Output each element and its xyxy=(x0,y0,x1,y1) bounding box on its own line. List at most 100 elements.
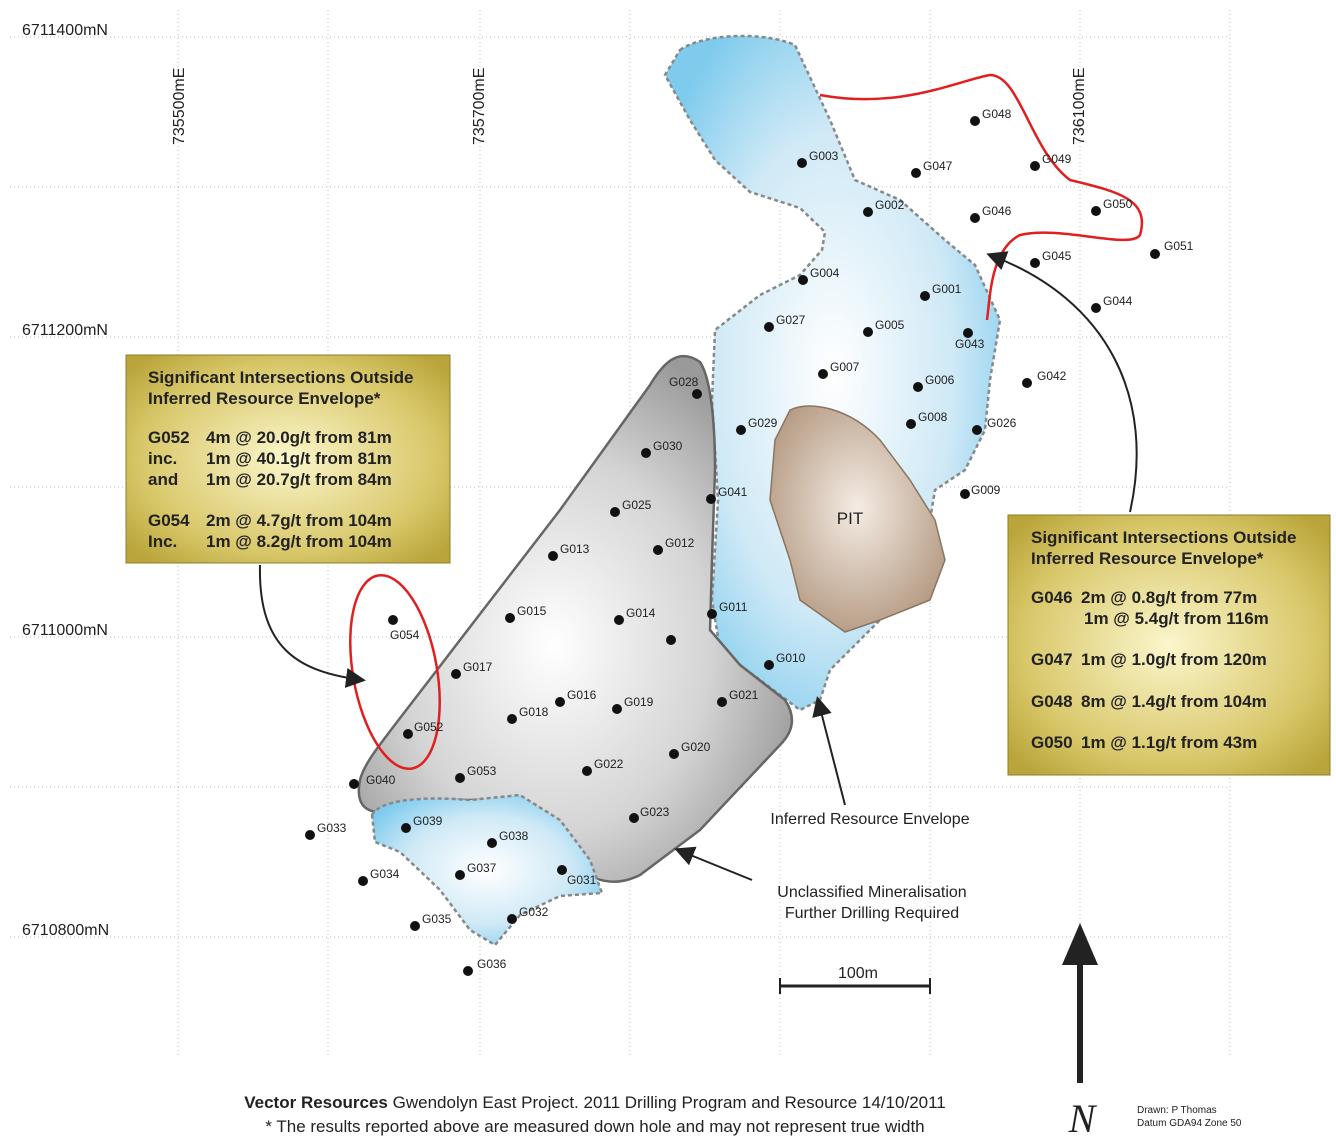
drill-hole xyxy=(629,813,639,823)
drill-hole xyxy=(717,697,727,707)
easting-label: 735500mE xyxy=(171,68,188,145)
hole-label: G026 xyxy=(987,416,1017,430)
drill-hole xyxy=(707,609,717,619)
arrow xyxy=(258,564,366,688)
drill-hole xyxy=(507,714,517,724)
caption: Gwendolyn East Project. 2011 Drilling Pr… xyxy=(393,1093,946,1112)
drill-hole xyxy=(349,779,359,789)
box-result: 1m @ 5.4g/t from 116m xyxy=(1084,609,1269,628)
drill-hole xyxy=(463,966,473,976)
drill-hole xyxy=(911,168,921,178)
scale-label: 100m xyxy=(838,965,878,982)
drill-hole xyxy=(451,669,461,679)
drill-hole xyxy=(548,551,558,561)
drill-hole xyxy=(920,291,930,301)
drill-hole xyxy=(970,213,980,223)
box-hole: G054 xyxy=(148,511,190,530)
grid: 735500mE735700mE735900mE736100mE6711400m… xyxy=(10,10,1231,1055)
box-hole: and xyxy=(148,470,178,489)
box-hole: G052 xyxy=(148,428,190,447)
outline-north xyxy=(819,73,1144,321)
drill-hole xyxy=(455,773,465,783)
hole-label: G002 xyxy=(875,198,905,212)
drill-hole xyxy=(555,697,565,707)
drill-hole xyxy=(706,494,716,504)
box-hole: Inc. xyxy=(148,532,177,551)
hole-label: G043 xyxy=(955,337,985,351)
arrow xyxy=(812,696,846,806)
drill-hole xyxy=(401,823,411,833)
pit xyxy=(769,405,946,633)
drill-hole xyxy=(906,419,916,429)
drill-hole xyxy=(798,275,808,285)
hole-label: G012 xyxy=(665,536,695,550)
drill-hole xyxy=(970,116,980,126)
drill-hole xyxy=(410,921,420,931)
box-hole: G048 xyxy=(1031,692,1073,711)
unclassified-label: Further Drilling Required xyxy=(785,905,959,922)
drill-hole xyxy=(913,382,923,392)
box-title: Inferred Resource Envelope* xyxy=(148,389,381,408)
footer-note: * The results reported above are measure… xyxy=(265,1117,924,1136)
box-result: 1m @ 1.0g/t from 120m xyxy=(1081,650,1267,669)
drill-hole xyxy=(863,327,873,337)
drill-hole xyxy=(797,158,807,168)
box-hole: G047 xyxy=(1031,650,1073,669)
box-title: Significant Intersections Outside xyxy=(148,368,413,387)
box-hole: G050 xyxy=(1031,733,1073,752)
box-result: 8m @ 1.4g/t from 104m xyxy=(1081,692,1267,711)
box-result: 2m @ 4.7g/t from 104m xyxy=(206,511,392,530)
northing-label: 6711400mN xyxy=(22,22,108,39)
hole-label: G039 xyxy=(413,814,443,828)
hole-label: G007 xyxy=(830,360,860,374)
pit-label: PIT xyxy=(837,509,863,528)
footer-caption: Vector Resources Gwendolyn East Project.… xyxy=(244,1093,946,1112)
drill-hole xyxy=(764,660,774,670)
hole-label: G032 xyxy=(519,905,549,919)
drill-hole xyxy=(557,865,567,875)
box-result: 1m @ 20.7g/t from 84m xyxy=(206,470,392,489)
hole-label: G014 xyxy=(626,606,656,620)
unclassified-label: Unclassified Mineralisation xyxy=(777,884,966,901)
box-result: 2m @ 0.8g/t from 77m xyxy=(1081,588,1257,607)
drill-hole xyxy=(963,328,973,338)
box-title: Significant Intersections Outside xyxy=(1031,528,1296,547)
easting-label: 736100mE xyxy=(1071,68,1088,145)
inferred-label: Inferred Resource Envelope xyxy=(770,811,969,828)
hole-label: G033 xyxy=(317,821,347,835)
hole-label: G003 xyxy=(809,149,839,163)
hole-label: G051 xyxy=(1164,239,1194,253)
hole-label: G011 xyxy=(719,600,748,614)
north-arrow xyxy=(1062,923,1098,965)
left-box xyxy=(125,354,451,564)
northing-label: 6711000mN xyxy=(22,622,108,639)
drill-hole xyxy=(358,876,368,886)
arrow xyxy=(674,846,753,881)
drill-hole xyxy=(614,615,624,625)
inferred-envelope-south xyxy=(370,793,604,947)
hole-label: G018 xyxy=(519,705,549,719)
hole-label: G034 xyxy=(370,867,400,881)
drill-hole xyxy=(692,389,702,399)
hole-label: G038 xyxy=(499,829,529,843)
drill-hole xyxy=(1030,258,1040,268)
box-result: 4m @ 20.0g/t from 81m xyxy=(206,428,392,447)
credit: Drawn: P Thomas xyxy=(1137,1105,1217,1116)
hole-label: G009 xyxy=(971,483,1001,497)
box-hole: inc. xyxy=(148,449,177,468)
hole-label: G045 xyxy=(1042,249,1072,263)
drill-hole xyxy=(1091,303,1101,313)
hole-label: G048 xyxy=(982,107,1012,121)
hole-label: G006 xyxy=(925,373,955,387)
drill-hole xyxy=(305,830,315,840)
company: Vector Resources xyxy=(244,1093,388,1112)
hole-label: G052 xyxy=(414,720,444,734)
box-hole: G046 xyxy=(1031,588,1073,607)
hole-label: G025 xyxy=(622,498,652,512)
drill-hole xyxy=(736,425,746,435)
hole-label: G035 xyxy=(422,912,452,926)
drill-hole xyxy=(455,870,465,880)
drill-hole xyxy=(972,425,982,435)
hole-label: G017 xyxy=(463,660,493,674)
